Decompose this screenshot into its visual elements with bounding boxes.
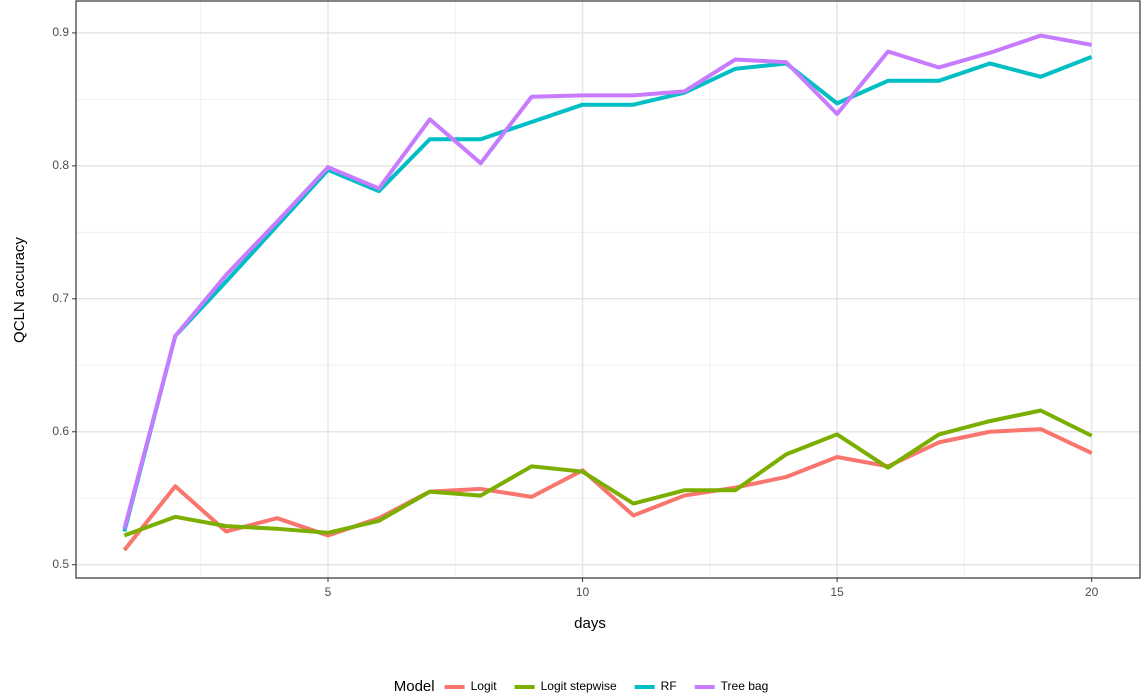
y-tick-label: 0.5 [52, 557, 69, 571]
legend-label: Logit stepwise [541, 679, 617, 693]
y-tick-label: 0.9 [52, 25, 69, 39]
legend-label: RF [661, 679, 677, 693]
line-series [122, 54, 1093, 532]
line-series [122, 33, 1092, 530]
y-axis-title: QCLN accuracy [11, 237, 28, 343]
panel-border [75, 0, 1141, 579]
legend-label: Logit [471, 679, 498, 693]
x-tick-label: 5 [325, 585, 332, 599]
y-tick-label: 0.7 [52, 291, 69, 305]
x-tick-label: 15 [830, 585, 844, 599]
line-series [122, 427, 1093, 552]
y-tick-label: 0.6 [52, 424, 69, 438]
line-series [123, 408, 1093, 538]
x-tick-label: 10 [576, 585, 590, 599]
x-tick-label: 20 [1085, 585, 1099, 599]
legend-label: Tree bag [721, 679, 769, 693]
y-tick-label: 0.8 [52, 158, 69, 172]
legend-title: Model [394, 678, 435, 695]
x-axis-title: days [574, 615, 606, 632]
